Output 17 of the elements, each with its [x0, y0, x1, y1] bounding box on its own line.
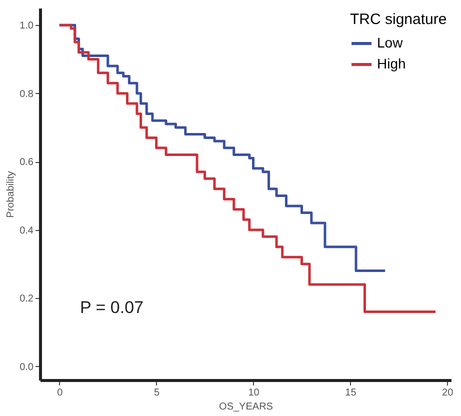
y-tick-label: 0.2 [20, 294, 34, 305]
y-tick-label: 0.0 [20, 362, 34, 373]
y-tick-label: 0.6 [20, 157, 34, 168]
y-tick-label: 1.0 [20, 20, 34, 32]
x-axis-title: OS_YEARS [219, 402, 274, 412]
legend-title: TRC signature [350, 11, 447, 28]
x-tick-label: 20 [442, 388, 454, 398]
legend-label: High [377, 56, 406, 72]
x-tick-label: 0 [57, 388, 64, 398]
annotation: P = 0.07 [80, 298, 144, 317]
y-tick-label: 0.8 [20, 88, 34, 100]
x-tick-label: 15 [345, 388, 357, 398]
x-tick-label: 10 [248, 388, 260, 398]
y-axis-title: Probability [6, 171, 17, 218]
y-tick-label: 0.4 [20, 225, 34, 236]
x-tick-label: 5 [154, 388, 160, 398]
legend-label: Low [377, 34, 404, 50]
